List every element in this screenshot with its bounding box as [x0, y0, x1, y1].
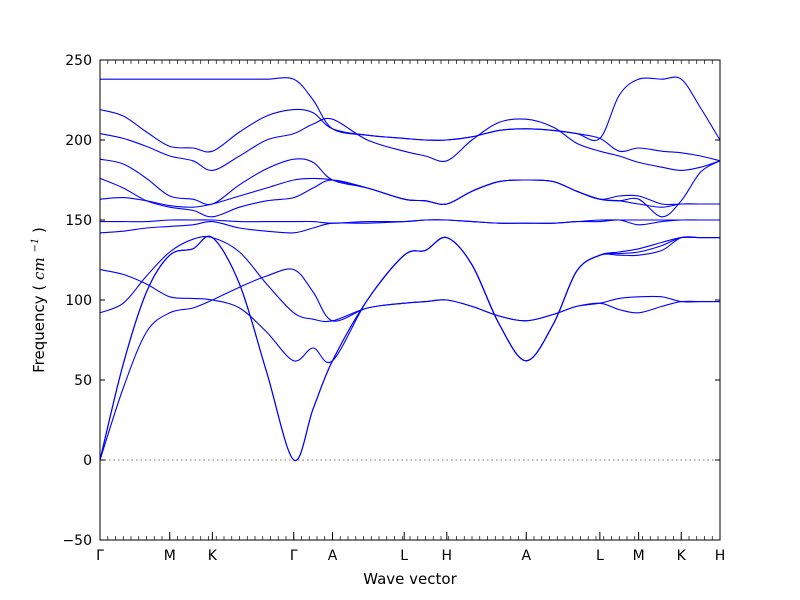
x-axis-title: Wave vector — [363, 570, 457, 588]
y-axis-title-close-paren: ) — [30, 227, 48, 233]
x-tick-label: L — [596, 548, 604, 564]
y-tick-label: 250 — [65, 53, 92, 69]
y-tick-label: 50 — [74, 373, 92, 389]
x-tick-label: L — [400, 548, 408, 564]
y-tick-labels: −50 0 50 100 150 200 250 — [62, 53, 92, 549]
y-tick-label: −50 — [62, 533, 92, 549]
y-tick-label: 0 — [83, 453, 92, 469]
x-tick-label: Γ — [96, 548, 104, 564]
y-tick-label: 150 — [65, 213, 92, 229]
band-line-7 — [100, 219, 720, 224]
x-tick-label: K — [208, 548, 218, 564]
band-line-5 — [99, 236, 720, 364]
band-line-11 — [99, 117, 721, 171]
x-tick-label: H — [442, 548, 453, 564]
x-tick-label: A — [328, 548, 338, 564]
x-tick-label: M — [633, 548, 645, 564]
x-tick-label: K — [677, 548, 687, 564]
band-line-13 — [100, 76, 721, 142]
y-axis-unit: cm — [30, 257, 48, 280]
y-axis-title: Frequency ( cm −1 ) — [24, 227, 48, 373]
series-layer — [99, 76, 721, 461]
y-axis-title-text: Frequency — [30, 295, 48, 373]
x-tick-label: H — [715, 548, 726, 564]
y-axis-unit-exponent: −1 — [30, 238, 41, 253]
plot-frame — [99, 59, 721, 541]
y-tick-label: 200 — [65, 133, 92, 149]
y-tick-label: 100 — [65, 293, 92, 309]
x-tick-label: M — [164, 548, 176, 564]
x-tick-label: Γ — [290, 548, 298, 564]
x-tick-label: A — [521, 548, 531, 564]
band-line-10 — [99, 158, 721, 218]
band-line-4 — [99, 235, 720, 323]
y-axis-title-open-paren: ( — [30, 285, 48, 291]
